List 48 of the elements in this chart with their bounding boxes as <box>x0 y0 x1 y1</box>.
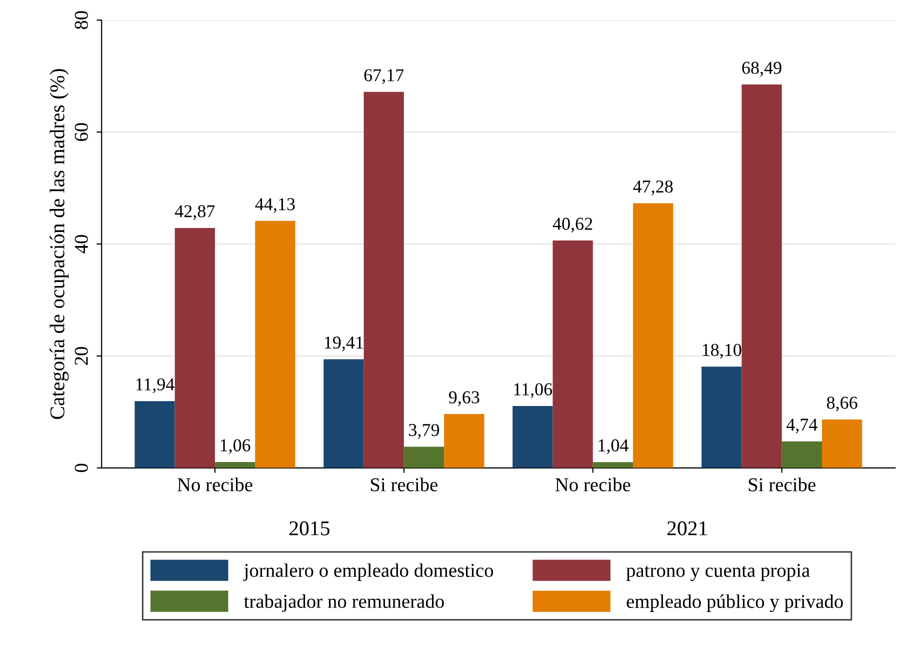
legend-label: jornalero o empleado domestico <box>243 563 494 581</box>
data-label: 40,62 <box>552 218 592 233</box>
text: 2021 <box>667 521 707 536</box>
bar <box>174 228 215 468</box>
y-tick-label: 0 <box>74 464 88 472</box>
bar <box>364 92 404 468</box>
bar <box>134 401 175 468</box>
legend-label: patrono y cuenta propia <box>626 564 810 581</box>
bar <box>404 446 444 468</box>
y-tick-label: 60 <box>74 123 88 141</box>
bar <box>512 406 553 468</box>
bar <box>444 414 484 468</box>
data-label: 19,41 <box>324 336 363 352</box>
legend-label: empleado público y privado <box>626 594 843 612</box>
data-label: 1,06 <box>220 439 250 454</box>
y-tick-label: 80 <box>74 11 88 30</box>
x-tick-label: Si recibe <box>748 478 816 492</box>
bar <box>255 220 296 468</box>
x-tick-label: No recibe <box>555 478 630 492</box>
data-label: 42,87 <box>174 205 215 220</box>
data-label: 8,66 <box>826 396 858 412</box>
bar <box>214 462 256 468</box>
data-label: 47,28 <box>633 180 673 196</box>
text: 2015 <box>290 521 330 536</box>
data-label: 18,10 <box>702 344 742 359</box>
data-label: 67,17 <box>364 69 404 84</box>
data-label: 11,06 <box>514 383 552 398</box>
y-tick-label: 40 <box>74 235 88 254</box>
y-tick-label: 20 <box>74 346 88 365</box>
bar <box>702 366 742 468</box>
data-label: 11,94 <box>136 378 174 394</box>
data-label: 1,04 <box>598 439 628 454</box>
bar <box>633 203 674 468</box>
bar <box>782 441 822 468</box>
legend-label: trabajador no remunerado <box>244 594 444 612</box>
bar <box>742 84 782 468</box>
data-label: 68,49 <box>742 62 782 77</box>
data-label: 44,13 <box>255 198 295 213</box>
bar <box>592 462 634 468</box>
data-label: 4,74 <box>786 418 818 434</box>
bar <box>822 419 862 468</box>
x-tick-label: Si recibe <box>370 478 438 492</box>
bar <box>552 240 593 468</box>
data-label: 9,63 <box>448 391 480 406</box>
bar <box>324 359 364 468</box>
y-axis-title: Categoría de ocupación de las madres (%) <box>50 69 69 420</box>
x-tick-label: No recibe <box>177 478 252 492</box>
data-label: 3,79 <box>409 424 440 439</box>
